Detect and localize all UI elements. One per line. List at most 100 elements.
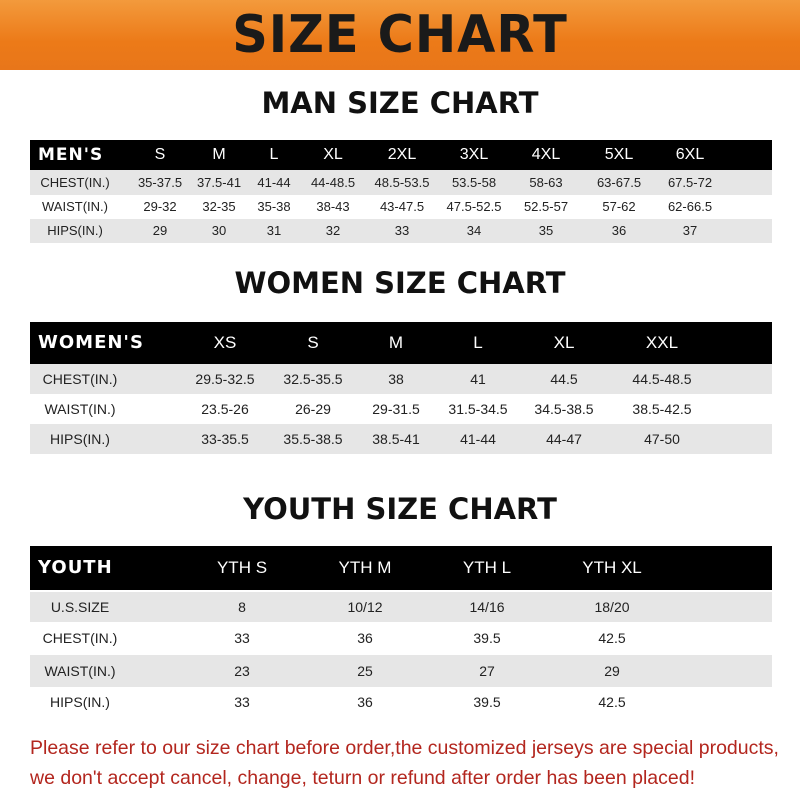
size-header: 4XL [531, 146, 561, 163]
header-row: MEN'S S M L XL 2XL 3XL 4XL 5XL 6XL [30, 140, 772, 170]
header-row: YOUTH YTH S YTH M YTH L YTH XL [30, 546, 772, 590]
table-cell: 57-62 [602, 199, 636, 214]
row-label: WAIST(IN.) [42, 199, 108, 214]
table-row: WAIST(IN.) 29-32 32-35 35-38 38-43 43-47.5 47.… [30, 195, 772, 219]
table-row: HIPS(IN.) 33-35.5 35.5-38.5 38.5-41 41-44 44-… [30, 424, 772, 454]
table-cell: 23.5-26 [201, 401, 249, 417]
table-cell: 38.5-42.5 [632, 401, 692, 417]
table-cell: 38 [388, 371, 404, 387]
table-row: HIPS(IN.) 33 36 39.5 42.5 [30, 687, 772, 718]
size-header: M [212, 146, 226, 163]
table-cell: 42.5 [598, 630, 626, 646]
table-cell: 41 [470, 371, 486, 387]
banner: SIZE CHART [0, 0, 800, 70]
table-cell: 29 [152, 223, 168, 238]
table-cell: 44.5 [550, 371, 578, 387]
table-cell: 34.5-38.5 [534, 401, 594, 417]
table-cell: 53.5-58 [451, 175, 497, 190]
row-label: HIPS(IN.) [47, 223, 103, 238]
table-cell: 33 [394, 223, 410, 238]
table-cell: 31.5-34.5 [448, 401, 508, 417]
table-cell: 34 [466, 223, 482, 238]
table-row: CHEST(IN.) 29.5-32.5 32.5-35.5 38 41 44.5 44.5… [30, 364, 772, 394]
table-cell: 41-44 [460, 431, 496, 447]
table-cell: 25 [357, 663, 373, 679]
table-cell: 8 [238, 599, 246, 615]
table-cell: 35.5-38.5 [283, 431, 343, 447]
table-cell: 42.5 [598, 694, 626, 710]
table-cell: 27 [479, 663, 495, 679]
size-header: 3XL [459, 146, 489, 163]
table-cell: 33-35.5 [201, 431, 249, 447]
table-cell: 41-44 [257, 175, 291, 190]
size-header: L [269, 146, 279, 163]
size-header: L [473, 333, 483, 352]
size-header: 2XL [387, 146, 417, 163]
table-cell: 29.5-32.5 [195, 371, 255, 387]
size-header: S [307, 333, 319, 352]
table-cell: 36 [357, 694, 373, 710]
row-label: WAIST(IN.) [44, 401, 116, 417]
table-cell: 37 [682, 223, 698, 238]
table-cell: 35-37.5 [137, 175, 183, 190]
table-cell: 29 [604, 663, 620, 679]
table-cell: 23 [234, 663, 250, 679]
women-heading: WOMEN SIZE CHART [234, 266, 566, 300]
table-row: WAIST(IN.) 23.5-26 26-29 29-31.5 31.5-34.5 34… [30, 394, 772, 424]
table-cell: 39.5 [473, 630, 501, 646]
table-label: WOMEN'S [38, 332, 144, 353]
row-label: CHEST(IN.) [40, 175, 110, 190]
notice-line-2: we don't accept cancel, change, teturn o… [30, 767, 695, 789]
table-cell: 38-43 [316, 199, 350, 214]
size-header: XS [213, 333, 237, 352]
table-cell: 32.5-35.5 [283, 371, 343, 387]
table-label: YOUTH [38, 557, 113, 578]
size-header: XXL [645, 333, 679, 352]
table-cell: 30 [211, 223, 227, 238]
table-cell: 43-47.5 [379, 199, 425, 214]
size-header: YTH M [338, 558, 392, 577]
table-cell: 35 [538, 223, 554, 238]
notice-line-1: Please refer to our size chart before or… [30, 737, 779, 759]
table-cell: 10/12 [347, 599, 383, 615]
row-label: U.S.SIZE [50, 599, 110, 615]
table-cell: 26-29 [295, 401, 331, 417]
table-cell: 47.5-52.5 [446, 199, 502, 214]
size-header: XL [323, 146, 343, 163]
row-label: HIPS(IN.) [50, 431, 110, 447]
table-label: MEN'S [38, 145, 104, 165]
header-row: WOMEN'S XS S M L XL XXL [30, 322, 772, 364]
table-cell: 32-35 [202, 199, 236, 214]
table-cell: 63-67.5 [596, 175, 642, 190]
table-cell: 44.5-48.5 [632, 371, 692, 387]
table-cell: 58-63 [529, 175, 563, 190]
row-label: CHEST(IN.) [42, 371, 118, 387]
table-cell: 38.5-41 [372, 431, 420, 447]
table-cell: 18/20 [594, 599, 630, 615]
size-header: XL [553, 333, 575, 352]
table-row: HIPS(IN.) 29 30 31 32 33 34 35 36 37 [30, 219, 772, 243]
table-cell: 14/16 [469, 599, 505, 615]
row-label: HIPS(IN.) [50, 694, 110, 710]
size-header: YTH XL [582, 558, 642, 577]
table-cell: 36 [357, 630, 373, 646]
men-heading: MAN SIZE CHART [261, 86, 539, 120]
table-row: WAIST(IN.) 23 25 27 29 [30, 655, 772, 687]
size-header: YTH L [462, 558, 512, 577]
table-cell: 62-66.5 [667, 199, 713, 214]
row-label: CHEST(IN.) [42, 630, 118, 646]
table-cell: 29-32 [143, 199, 177, 214]
size-header: S [154, 146, 166, 163]
table-cell: 47-50 [644, 431, 680, 447]
table-cell: 44-47 [546, 431, 582, 447]
table-cell: 29-31.5 [372, 401, 420, 417]
table-cell: 44-48.5 [310, 175, 356, 190]
table-cell: 35-38 [257, 199, 291, 214]
youth-heading: YOUTH SIZE CHART [243, 492, 557, 526]
table-cell: 32 [325, 223, 341, 238]
size-header: M [388, 333, 404, 352]
row-label: WAIST(IN.) [44, 663, 116, 679]
table-row: CHEST(IN.) 35-37.5 37.5-41 41-44 44-48.5 48.5… [30, 170, 772, 195]
table-cell: 31 [266, 223, 282, 238]
page-title: SIZE CHART [232, 5, 568, 65]
